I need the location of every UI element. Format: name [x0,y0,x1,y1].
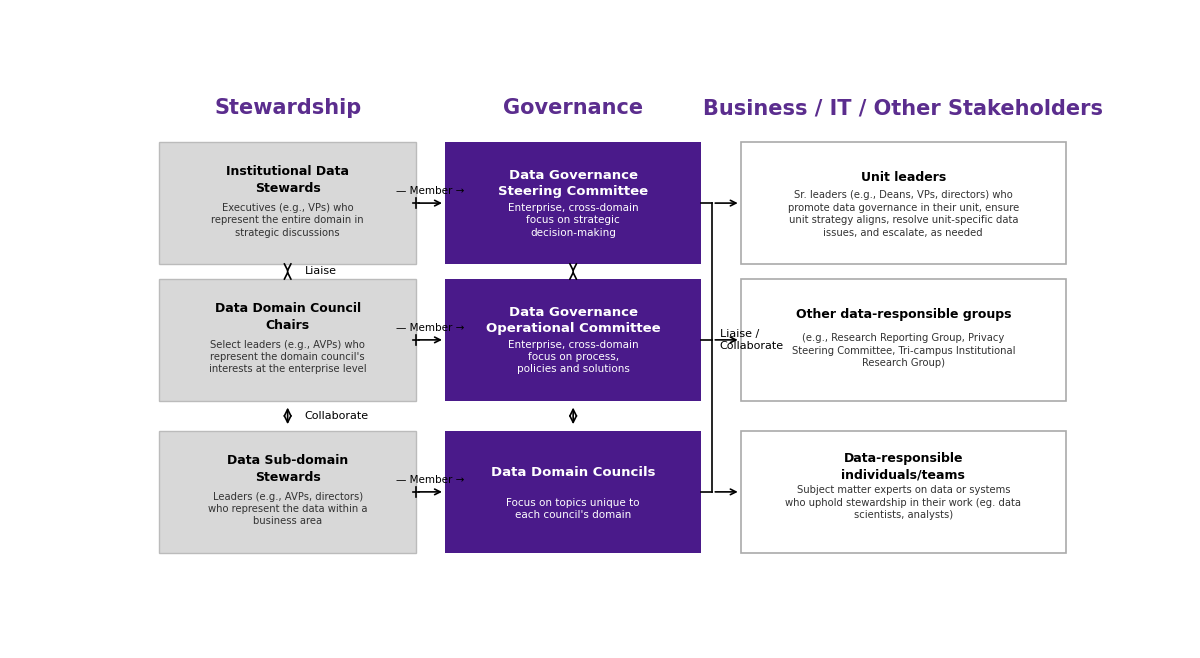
Text: (e.g., Research Reporting Group, Privacy
Steering Committee, Tri-campus Institut: (e.g., Research Reporting Group, Privacy… [792,334,1015,368]
Text: Focus on topics unique to
each council's domain: Focus on topics unique to each council's… [506,497,640,520]
FancyBboxPatch shape [740,431,1066,553]
Text: Sr. leaders (e.g., Deans, VPs, directors) who
promote data governance in their u: Sr. leaders (e.g., Deans, VPs, directors… [787,190,1019,238]
FancyBboxPatch shape [160,279,416,401]
Text: Enterprise, cross-domain
focus on strategic
decision-making: Enterprise, cross-domain focus on strate… [508,203,638,238]
Text: Governance: Governance [503,98,643,118]
Text: Enterprise, cross-domain
focus on process,
policies and solutions: Enterprise, cross-domain focus on proces… [508,340,638,374]
Text: Liaise /
Collaborate: Liaise / Collaborate [720,329,784,351]
Text: Subject matter experts on data or systems
who uphold stewardship in their work (: Subject matter experts on data or system… [785,486,1021,520]
Text: Liaise: Liaise [305,266,336,276]
Text: Select leaders (e.g., AVPs) who
represent the domain council's
interests at the : Select leaders (e.g., AVPs) who represen… [209,340,366,374]
Text: Leaders (e.g., AVPs, directors)
who represent the data within a
business area: Leaders (e.g., AVPs, directors) who repr… [208,492,367,526]
FancyBboxPatch shape [445,142,702,264]
Text: Data Governance
Operational Committee: Data Governance Operational Committee [486,306,660,335]
Text: Stewardship: Stewardship [214,98,361,118]
FancyBboxPatch shape [160,431,416,553]
FancyBboxPatch shape [740,142,1066,264]
Text: Other data-responsible groups: Other data-responsible groups [796,308,1012,321]
FancyBboxPatch shape [445,279,702,401]
Text: — Member →: — Member → [396,475,464,485]
FancyBboxPatch shape [740,279,1066,401]
Text: Data Domain Council
Chairs: Data Domain Council Chairs [215,302,361,332]
Text: Collaborate: Collaborate [305,411,368,421]
Text: Data Domain Councils: Data Domain Councils [491,466,655,479]
Text: Business / IT / Other Stakeholders: Business / IT / Other Stakeholders [703,98,1103,118]
Text: — Member →: — Member → [396,186,464,196]
Text: Data-responsible
individuals/teams: Data-responsible individuals/teams [841,451,965,481]
Text: Data Governance
Steering Committee: Data Governance Steering Committee [498,169,648,198]
Text: Executives (e.g., VPs) who
represent the entire domain in
strategic discussions: Executives (e.g., VPs) who represent the… [211,203,364,238]
Text: — Member →: — Member → [396,323,464,333]
FancyBboxPatch shape [445,431,702,553]
FancyBboxPatch shape [160,142,416,264]
Text: Unit leaders: Unit leaders [860,171,946,184]
Text: Institutional Data
Stewards: Institutional Data Stewards [226,165,349,195]
Text: Data Sub-domain
Stewards: Data Sub-domain Stewards [227,454,348,484]
